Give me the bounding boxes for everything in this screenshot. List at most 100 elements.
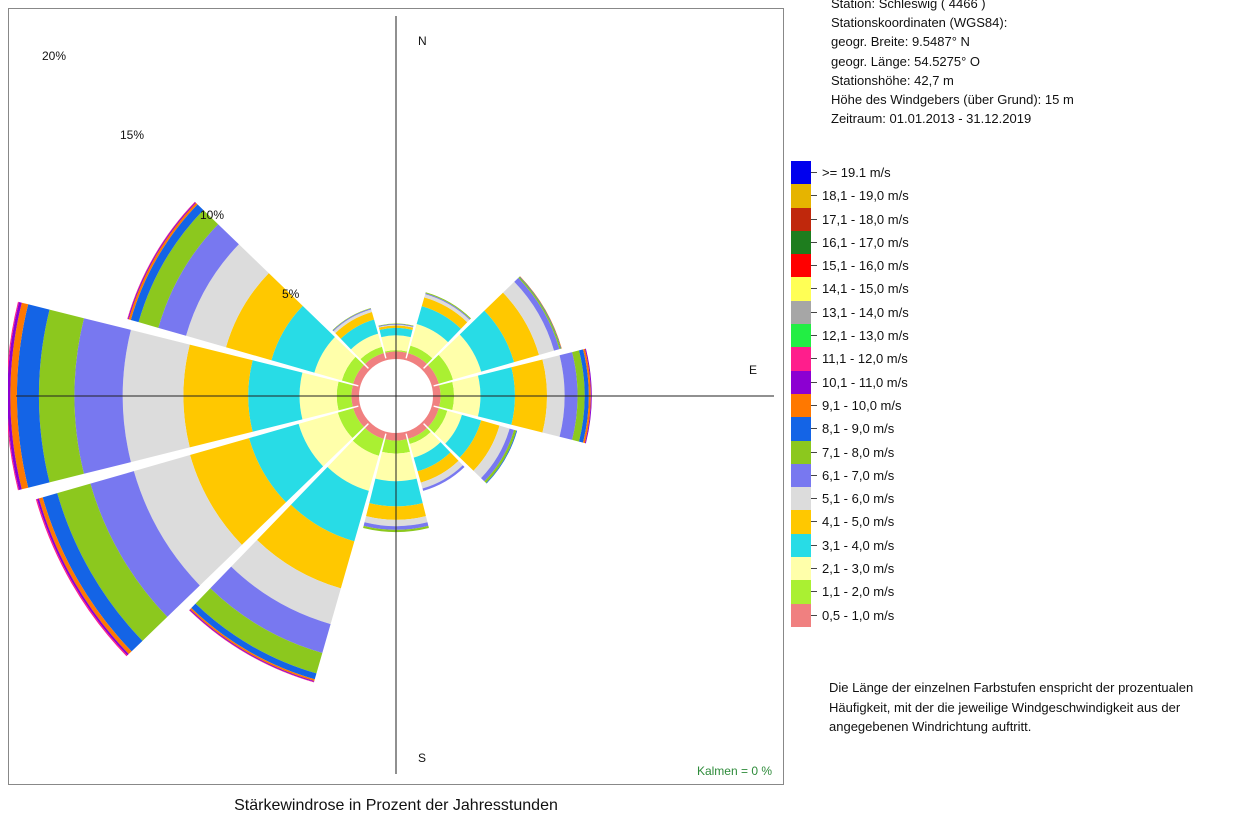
rose-segment-120deg-2-1-3-0-m-s: [434, 410, 462, 444]
rose-segment-210deg-8-1-9-0-m-s: [191, 603, 317, 680]
legend-label: >= 19.1 m/s: [822, 165, 891, 180]
legend-swatch: [791, 277, 811, 301]
rose-segment-60deg-6-1-7-0-m-s: [514, 277, 560, 351]
rose-segment-240deg-1-1-2-0-m-s: [337, 408, 364, 439]
rose-segment-30deg-5-1-6-0-m-s: [424, 294, 470, 323]
legend-label: 1,1 - 2,0 m/s: [822, 584, 895, 600]
rose-segment-150deg-5-1-6-0-m-s: [420, 460, 463, 489]
ring-label-5pct: 5%: [282, 287, 300, 301]
compass-north-label: N: [418, 34, 427, 48]
rose-segment-120deg-7-1-8-0-m-s: [484, 429, 517, 484]
rose-segment-150deg-4-1-5-0-m-s: [417, 452, 459, 483]
legend-label: 11,1 - 12,0 m/s: [822, 351, 908, 367]
legend-tick: [811, 172, 817, 173]
legend-label: 13,1 - 14,0 m/s: [822, 304, 909, 320]
legend-tick: [811, 358, 817, 360]
legend-label: 5,1 - 6,0 m/s: [822, 491, 895, 507]
rose-segment-120deg-1-1-2-0-m-s: [428, 408, 448, 434]
rose-segment-330deg-1-1-2-0-m-s: [360, 346, 384, 364]
rose-segment-0deg-7-1-8-0-m-s: [378, 323, 414, 327]
wind-rose-marks: [8, 201, 592, 683]
rose-segment-240deg-4-1-5-0-m-s: [190, 438, 286, 545]
legend-tick: [811, 381, 817, 383]
rose-segment-210deg-3-1-4-0-m-s: [290, 466, 369, 542]
legend-swatch: [791, 393, 811, 418]
legend-swatch: [791, 510, 811, 534]
legend-tick: [811, 241, 817, 243]
rose-segment-270deg-9-1-10-0-m-s: [10, 302, 29, 490]
legend-swatch: [791, 417, 811, 441]
rose-segment-150deg-3-1-4-0-m-s: [413, 442, 451, 472]
legend-tick: [811, 311, 817, 313]
station-name: Station: Schleswig ( 4466 ): [831, 0, 986, 11]
legend-label: 3,1 - 4,0 m/s: [822, 537, 895, 553]
rose-segment-240deg-7-1-8-0-m-s: [57, 483, 168, 641]
rose-segment-300deg-1-1-2-0-m-s: [341, 356, 364, 384]
rose-segment-210deg-7-1-8-0-m-s: [195, 588, 323, 674]
legend-tick: [811, 591, 817, 593]
rose-segment-330deg-4-1-5-0-m-s: [335, 312, 375, 339]
rose-segment-150deg-6-1-7-0-m-s: [422, 465, 465, 491]
rose-segment-270deg-10-1-11-0-m-s: [8, 301, 22, 491]
legend-label: 10,1 - 11,0 m/s: [822, 374, 908, 390]
rose-segment-60deg-4-1-5-0-m-s: [484, 292, 539, 363]
rose-segment-210deg-4-1-5-0-m-s: [257, 504, 355, 589]
rose-segment-0deg-5-1-6-0-m-s: [378, 324, 414, 328]
legend-tick: [811, 451, 817, 453]
legend-tick: [811, 428, 817, 430]
rose-segment-240deg-8-1-9-0-m-s: [42, 493, 143, 652]
legend-swatch: [791, 207, 811, 231]
rose-segment-240deg-6-1-7-0-m-s: [90, 471, 200, 617]
rose-segment-150deg-0-5-1-0-m-s: [406, 423, 427, 439]
calm-label: Kalmen = 0 %: [697, 764, 772, 778]
rose-segment-240deg-5-1-6-0-m-s: [133, 455, 242, 586]
rose-segment-30deg-3-1-4-0-m-s: [416, 306, 461, 343]
ring-label-10pct: 10%: [200, 208, 224, 222]
chart-caption: Stärkewindrose in Prozent der Jahresstun…: [234, 797, 558, 814]
rose-segment-90deg-9-1-10-0-m-s: [583, 348, 591, 444]
compass-south-label: S: [418, 751, 426, 765]
rose-segment-120deg-3-1-4-0-m-s: [445, 414, 482, 458]
legend-tick: [811, 218, 817, 220]
rose-segment-30deg-2-1-3-0-m-s: [410, 323, 449, 359]
rose-segment-60deg-2-1-3-0-m-s: [438, 334, 482, 380]
explanatory-note: Die Länge der einzelnen Farbstufen enspr…: [829, 680, 1194, 734]
rose-segment-210deg-1-1-2-0-m-s: [352, 428, 384, 456]
legend-tick: [811, 335, 817, 337]
legend-tick: [811, 544, 817, 546]
rose-segment-120deg-5-1-6-0-m-s: [473, 425, 510, 479]
rose-segment-90deg-8-1-9-0-m-s: [579, 349, 589, 443]
rose-segment-300deg-7-1-8-0-m-s: [138, 209, 219, 328]
anemometer-height: Höhe des Windgebers (über Grund): 15 m: [831, 92, 1074, 108]
station-latitude: geogr. Breite: 9.5487° N: [831, 34, 970, 50]
rose-segment-210deg-2-1-3-0-m-s: [327, 440, 379, 491]
compass-axes: [16, 16, 774, 774]
legend-label: 17,1 - 18,0 m/s: [822, 211, 909, 227]
legend-swatch: [791, 161, 811, 185]
legend-label: 8,1 - 9,0 m/s: [822, 421, 895, 437]
station-longitude: geogr. Länge: 54.5275° O: [831, 53, 981, 69]
compass-east-label: E: [749, 363, 757, 377]
legend-tick: [811, 195, 817, 197]
legend-swatch: [791, 440, 811, 464]
legend-swatch: [791, 463, 811, 488]
legend-tick: [811, 288, 817, 290]
station-elevation: Stationshöhe: 42,7 m: [831, 72, 954, 88]
rose-segment-0deg-6-1-7-0-m-s: [378, 324, 414, 327]
station-info: Station: Schleswig ( 4466 ) Stationskoor…: [831, 0, 1074, 128]
rose-segment-330deg-5-1-6-0-m-s: [333, 309, 372, 334]
rose-segment-120deg-4-1-5-0-m-s: [459, 420, 500, 471]
rose-segment-90deg-10-1-11-0-m-s: [584, 348, 592, 444]
legend-tick: [811, 521, 817, 523]
rose-segment-0deg-1-1-2-0-m-s: [384, 350, 408, 353]
rose-segment-300deg-6-1-7-0-m-s: [158, 224, 239, 336]
legend-label: 4,1 - 5,0 m/s: [822, 514, 895, 530]
rose-segment-60deg-3-1-4-0-m-s: [459, 310, 515, 372]
legend-tick: [811, 265, 817, 267]
rose-segment-180deg-7-1-8-0-m-s: [363, 525, 429, 533]
rose-segment-150deg-1-1-2-0-m-s: [408, 428, 431, 445]
legend-swatch: [791, 487, 811, 511]
rose-segment-210deg-5-1-6-0-m-s: [231, 539, 341, 625]
rose-segment-240deg-3-1-4-0-m-s: [249, 423, 324, 503]
legend-swatch: [791, 324, 811, 348]
